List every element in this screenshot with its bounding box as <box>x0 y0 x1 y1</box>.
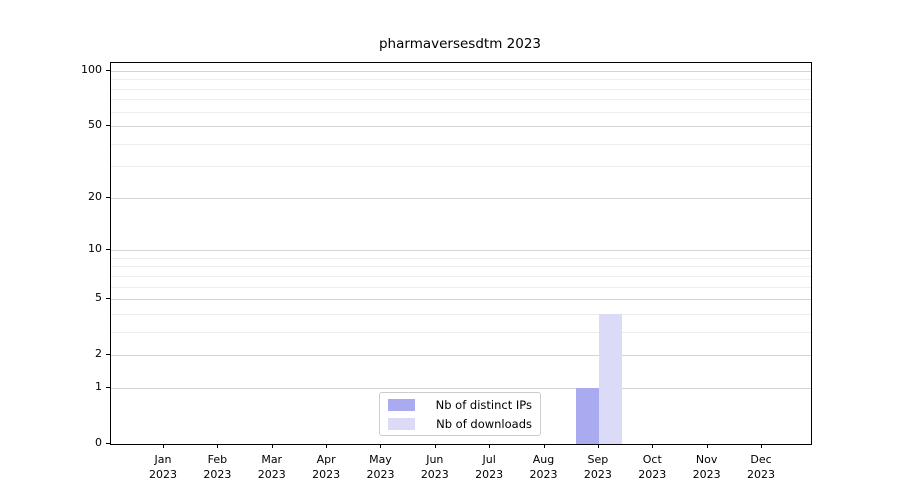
minor-gridline <box>111 166 811 168</box>
major-gridline <box>111 250 811 252</box>
minor-gridline <box>111 99 811 101</box>
legend-entry-downloads: Nb of downloads <box>388 417 532 431</box>
major-gridline <box>111 299 811 301</box>
y-tick-label: 1 <box>95 379 102 393</box>
x-tick-mark <box>761 444 762 448</box>
x-tick-label: Sep 2023 <box>583 453 612 481</box>
minor-gridline <box>111 331 811 333</box>
legend-entry-distinct-ips: Nb of distinct IPs <box>388 398 532 412</box>
legend-swatch-downloads <box>388 417 415 430</box>
x-tick-mark <box>271 444 273 448</box>
x-tick-label: Apr 2023 <box>312 453 341 481</box>
bar-nb-of-downloads-sep <box>598 313 622 444</box>
x-tick-label: Dec 2023 <box>747 453 775 481</box>
y-tick-label: 20 <box>88 189 102 203</box>
x-tick-mark <box>652 444 654 448</box>
minor-gridline <box>111 266 811 268</box>
x-tick-mark <box>597 444 599 448</box>
major-gridline <box>111 71 811 72</box>
x-tick-mark <box>543 444 545 448</box>
x-tick-label: Aug 2023 <box>529 453 558 481</box>
y-tick-mark <box>106 298 110 300</box>
minor-gridline <box>111 111 811 113</box>
x-tick-mark <box>706 444 708 448</box>
y-tick-mark <box>106 70 110 71</box>
plot-area <box>110 62 812 445</box>
minor-gridline <box>111 313 811 315</box>
x-tick-label: Mar 2023 <box>257 453 286 481</box>
x-tick-mark <box>434 444 436 448</box>
legend-swatch-distinct-ips <box>388 398 415 411</box>
bar-nb-of-distinct-ips-sep <box>575 387 599 444</box>
x-tick-label: Jan 2023 <box>149 453 177 481</box>
legend: Nb of distinct IPs Nb of downloads <box>379 392 541 436</box>
minor-gridline <box>111 257 811 259</box>
y-tick-label: 100 <box>81 63 102 76</box>
y-tick-label: 0 <box>95 436 102 449</box>
x-tick-mark <box>163 444 164 448</box>
y-tick-label: 2 <box>95 347 102 361</box>
y-tick-mark <box>106 386 110 388</box>
x-tick-label: Feb 2023 <box>203 453 232 481</box>
minor-gridline <box>111 88 811 90</box>
x-tick-label: Jul 2023 <box>475 453 504 481</box>
minor-gridline <box>111 79 811 81</box>
y-tick-mark <box>106 354 110 356</box>
y-tick-label: 5 <box>95 291 102 305</box>
x-tick-label: May 2023 <box>366 453 395 481</box>
y-tick-mark <box>106 443 110 444</box>
x-tick-mark <box>326 444 328 448</box>
major-gridline <box>111 387 811 389</box>
minor-gridline <box>111 143 811 145</box>
x-tick-label: Nov 2023 <box>692 453 721 481</box>
x-tick-mark <box>380 444 382 448</box>
y-tick-mark <box>106 125 110 127</box>
y-tick-mark <box>106 196 110 198</box>
y-tick-label: 10 <box>88 242 102 256</box>
y-tick-label: 50 <box>88 118 102 132</box>
minor-gridline <box>111 286 811 288</box>
y-tick-mark <box>106 249 110 251</box>
major-gridline <box>111 197 811 199</box>
chart-title: pharmaversesdtm 2023 <box>378 36 541 52</box>
minor-gridline <box>111 275 811 277</box>
x-tick-label: Oct 2023 <box>638 453 667 481</box>
major-gridline <box>111 355 811 357</box>
legend-label-distinct-ips: Nb of distinct IPs <box>435 397 532 412</box>
major-gridline <box>111 126 811 128</box>
x-tick-mark <box>217 444 219 448</box>
legend-label-downloads: Nb of downloads <box>436 416 532 431</box>
x-tick-label: Jun 2023 <box>420 453 449 481</box>
x-tick-mark <box>489 444 491 448</box>
